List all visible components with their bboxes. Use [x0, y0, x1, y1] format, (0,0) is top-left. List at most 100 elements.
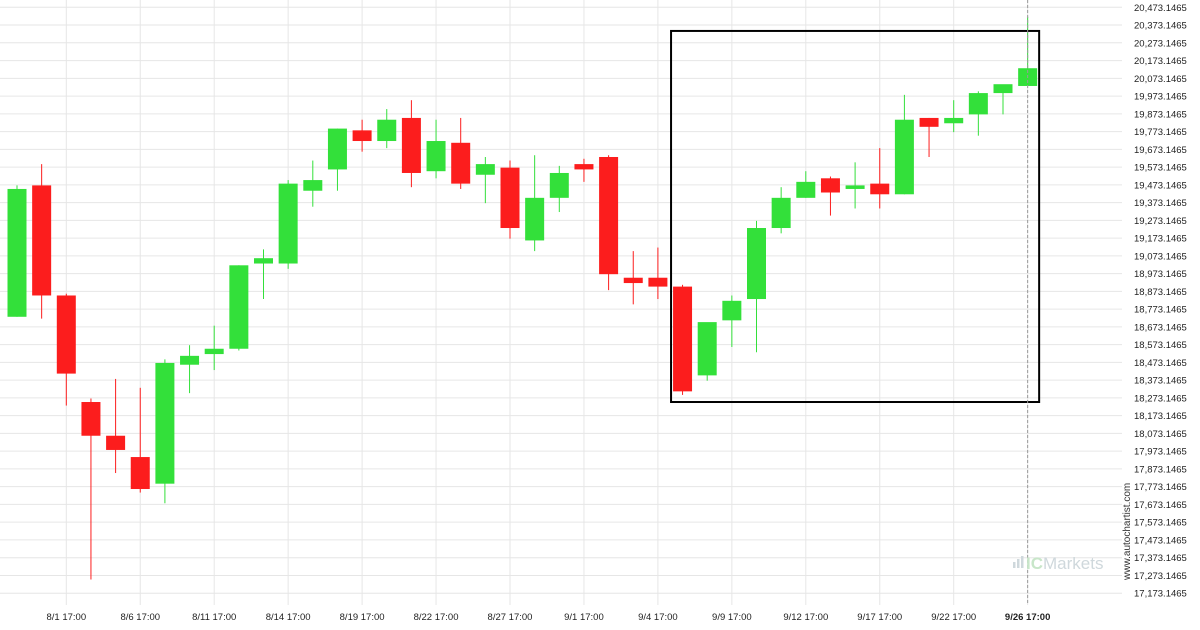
- candle-body: [820, 178, 840, 193]
- x-tick-label: 8/27 17:00: [488, 612, 533, 623]
- y-tick-label: 20,173.1465: [1134, 56, 1187, 67]
- x-tick-label: 8/22 17:00: [414, 612, 459, 623]
- y-tick-label: 19,373.1465: [1134, 198, 1187, 209]
- y-tick-label: 17,973.1465: [1134, 447, 1187, 458]
- candle-body: [32, 185, 52, 296]
- candle: [845, 162, 865, 209]
- candle-body: [648, 277, 668, 287]
- x-tick-label: 8/14 17:00: [266, 612, 311, 623]
- y-tick-label: 18,673.1465: [1134, 322, 1187, 333]
- overlay-layer: [670, 0, 1041, 605]
- brand-name: ICMarkets: [1026, 554, 1103, 573]
- candle-body: [722, 300, 742, 321]
- candle-body: [180, 355, 200, 365]
- y-tick-label: 19,273.1465: [1134, 216, 1187, 227]
- candle-body: [130, 457, 150, 490]
- candle-body: [7, 188, 27, 317]
- candle: [944, 100, 964, 133]
- candle: [352, 119, 372, 152]
- candle-body: [327, 128, 347, 170]
- brand-bar-1: [1013, 562, 1016, 568]
- candle-body: [574, 164, 594, 170]
- candle: [106, 378, 126, 474]
- x-tick-label: 9/1 17:00: [564, 612, 604, 623]
- candle-body: [254, 258, 273, 264]
- y-axis: 20,473.1465 20,373.1465 20,273.1465 20,173.…: [1134, 3, 1187, 600]
- x-tick-label: 9/4 17:00: [638, 612, 678, 623]
- candle-body: [204, 348, 224, 355]
- y-tick-label: 18,173.1465: [1134, 411, 1187, 422]
- candle: [180, 345, 200, 394]
- y-tick-label: 18,773.1465: [1134, 305, 1187, 316]
- candle-body: [426, 141, 446, 172]
- candle-body: [870, 183, 890, 195]
- candle-body: [993, 84, 1013, 94]
- watermark-text: www.autochartist.com: [1122, 483, 1133, 581]
- candle-body: [278, 183, 298, 264]
- candle: [7, 185, 27, 317]
- x-tick-label: 8/19 17:00: [340, 612, 385, 623]
- candle: [130, 387, 150, 493]
- y-tick-label: 18,273.1465: [1134, 393, 1187, 404]
- candle: [648, 247, 668, 300]
- brand-bar-3: [1021, 556, 1024, 568]
- candle: [56, 293, 76, 406]
- brand-markets-text: Markets: [1043, 554, 1103, 573]
- y-tick-label: 17,673.1465: [1134, 500, 1187, 511]
- brand-logo: ICMarkets: [1013, 554, 1103, 573]
- candle: [870, 148, 890, 209]
- candle-body: [303, 180, 323, 191]
- candle-body: [56, 295, 76, 374]
- x-tick-label: 8/6 17:00: [120, 612, 160, 623]
- candle-body: [673, 286, 693, 392]
- candle: [377, 109, 397, 149]
- x-tick-label: 8/11 17:00: [192, 612, 236, 623]
- annotation-box: [670, 29, 1041, 404]
- candle: [81, 398, 101, 580]
- candle-body: [944, 117, 964, 124]
- candle-body: [919, 117, 939, 127]
- candle: [327, 128, 347, 191]
- candle-body: [106, 435, 126, 450]
- candle: [599, 155, 619, 291]
- candle: [771, 187, 791, 234]
- candle: [623, 251, 643, 305]
- y-tick-label: 17,273.1465: [1134, 571, 1187, 582]
- y-tick-label: 17,373.1465: [1134, 553, 1187, 564]
- candle: [993, 84, 1013, 115]
- candle-body: [352, 130, 372, 142]
- y-tick-label: 20,473.1465: [1134, 3, 1187, 14]
- candle: [254, 249, 273, 300]
- grid-layer: [0, 0, 1122, 605]
- y-tick-label: 19,973.1465: [1134, 92, 1187, 103]
- candle-body: [623, 277, 643, 284]
- brand-bar-2: [1017, 559, 1020, 568]
- candle: [673, 284, 693, 395]
- candle-body: [549, 172, 569, 198]
- candle: [697, 322, 717, 381]
- x-tick-label: 8/1 17:00: [46, 612, 86, 623]
- x-tick-label: 9/26 17:00: [1005, 612, 1050, 623]
- y-tick-label: 20,073.1465: [1134, 74, 1187, 85]
- candle: [451, 117, 471, 189]
- candle-body: [451, 142, 471, 184]
- candle: [796, 171, 816, 198]
- y-tick-label: 19,473.1465: [1134, 180, 1187, 191]
- candle: [401, 100, 421, 188]
- candle: [500, 160, 520, 239]
- candle: [155, 359, 175, 504]
- candle-body: [475, 164, 495, 175]
- candle: [549, 165, 569, 213]
- candle-body: [525, 197, 545, 241]
- brand-ic-text: IC: [1026, 554, 1043, 573]
- candle: [426, 119, 446, 179]
- candle-body: [968, 93, 988, 115]
- candle-body: [796, 181, 816, 198]
- y-tick-label: 17,773.1465: [1134, 482, 1187, 493]
- candle: [475, 156, 495, 204]
- candle: [894, 94, 914, 195]
- candle-body: [401, 117, 421, 173]
- candle: [525, 155, 545, 252]
- y-tick-label: 18,473.1465: [1134, 358, 1187, 369]
- y-tick-label: 19,773.1465: [1134, 127, 1187, 138]
